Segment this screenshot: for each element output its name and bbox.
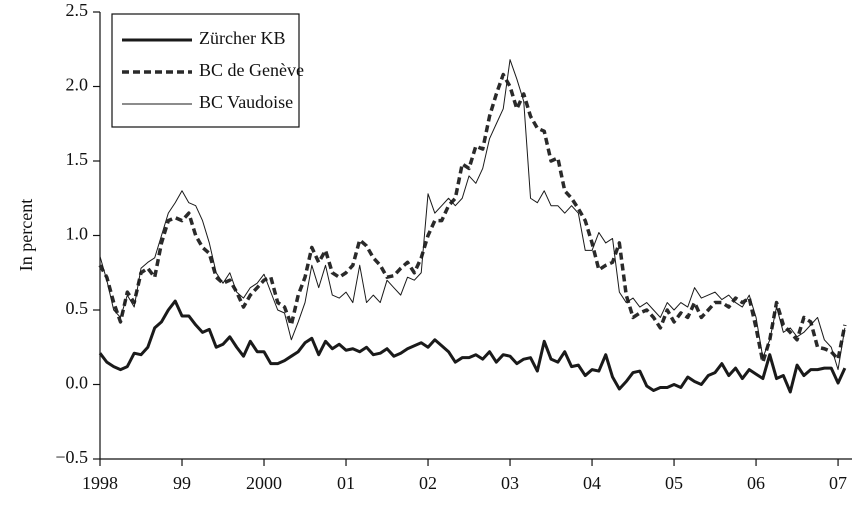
x-tick-label: 99 [173, 473, 191, 493]
y-tick-label: 2.5 [66, 0, 89, 20]
y-tick-label: 1.5 [66, 149, 89, 169]
legend-box [111, 13, 300, 128]
x-tick-label: 04 [583, 473, 601, 493]
legend-label: BC de Genève [199, 60, 304, 80]
y-tick-label: 2.0 [66, 75, 89, 95]
y-tick-label: 1.0 [66, 224, 89, 244]
legend-label: BC Vaudoise [199, 92, 293, 112]
y-axis-label: In percent [16, 199, 36, 271]
x-tick-label: 1998 [82, 473, 118, 493]
y-tick-label: 0.5 [66, 298, 89, 318]
legend-label: Zürcher KB [199, 28, 285, 48]
y-tick-label: −0.5 [55, 447, 88, 467]
x-tick-label: 01 [337, 473, 355, 493]
x-tick-label: 05 [665, 473, 683, 493]
x-tick-label: 03 [501, 473, 519, 493]
series-line [98, 72, 847, 364]
series-line [98, 299, 847, 394]
x-tick-label: 02 [419, 473, 437, 493]
x-tick-label: 07 [829, 473, 847, 493]
x-tick-label: 2000 [246, 473, 282, 493]
series-line [99, 59, 846, 371]
y-tick-label: 0.0 [66, 373, 89, 393]
x-tick-label: 06 [747, 473, 765, 493]
